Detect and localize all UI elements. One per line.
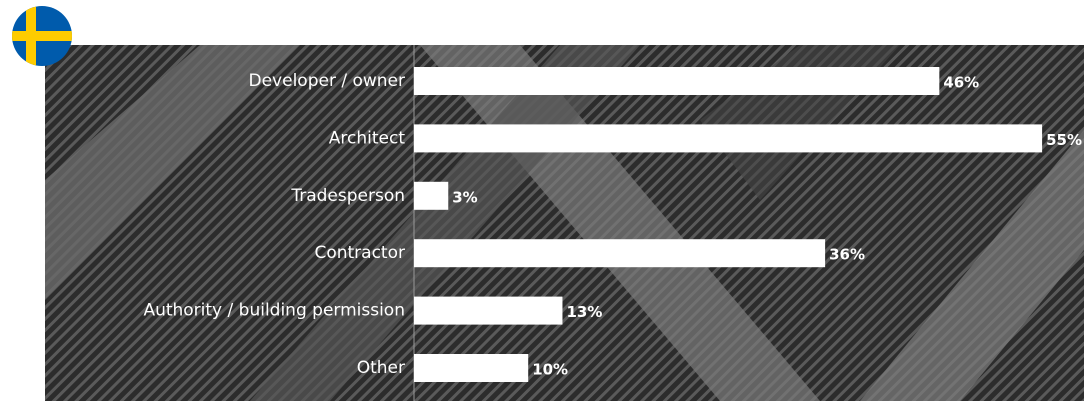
value-label: 55% bbox=[1046, 131, 1082, 149]
value-label: 46% bbox=[943, 74, 979, 92]
category-label: Authority / building permission bbox=[143, 301, 405, 321]
category-label: Tradesperson bbox=[290, 186, 405, 206]
bar bbox=[414, 181, 449, 210]
value-label: 10% bbox=[532, 361, 568, 379]
plot: Developer / owner 46% Architect 55% Tradespe… bbox=[143, 67, 1082, 382]
category-label: Developer / owner bbox=[249, 71, 406, 91]
bar bbox=[414, 67, 940, 95]
category-label: Other bbox=[357, 358, 405, 378]
bar bbox=[414, 239, 826, 268]
bar bbox=[414, 354, 529, 382]
bar bbox=[414, 124, 1043, 153]
value-label: 3% bbox=[452, 188, 477, 206]
value-label: 36% bbox=[829, 246, 865, 264]
category-label: Contractor bbox=[314, 243, 405, 263]
sweden-flag bbox=[12, 6, 72, 66]
background bbox=[45, 45, 1084, 401]
category-label: Architect bbox=[329, 128, 406, 148]
value-label: 13% bbox=[566, 303, 602, 321]
bar bbox=[414, 296, 563, 325]
